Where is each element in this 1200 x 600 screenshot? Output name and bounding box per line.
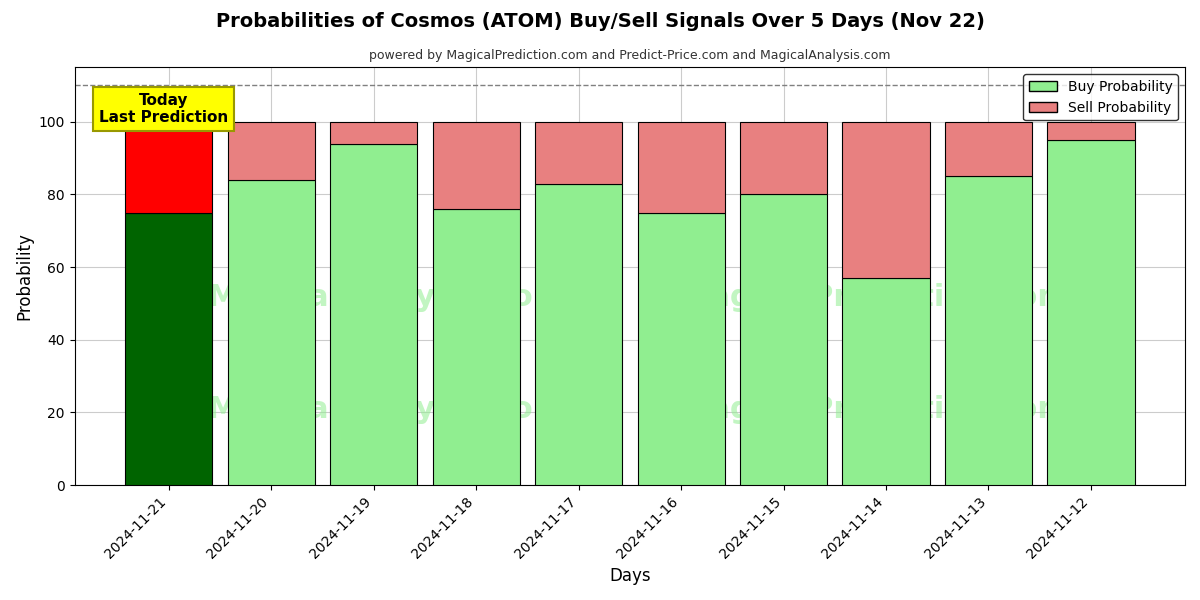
Bar [740,194,827,485]
Bar [228,180,314,485]
Text: MagicalAnalysis.com: MagicalAnalysis.com [206,283,564,311]
Bar [944,122,1032,176]
Bar [842,122,930,278]
Bar [535,122,622,184]
Bar [228,122,314,180]
Bar [125,212,212,485]
Y-axis label: Probability: Probability [16,232,34,320]
Bar [535,184,622,485]
Bar [432,209,520,485]
Legend: Buy Probability, Sell Probability: Buy Probability, Sell Probability [1024,74,1178,121]
Bar [1048,140,1134,485]
Text: Today
Last Prediction: Today Last Prediction [98,93,228,125]
Text: MagicalAnalysis.com: MagicalAnalysis.com [206,395,564,424]
Title: powered by MagicalPrediction.com and Predict-Price.com and MagicalAnalysis.com: powered by MagicalPrediction.com and Pre… [370,49,890,62]
Text: MagicalPrediction.com: MagicalPrediction.com [679,283,1069,311]
Bar [330,143,418,485]
X-axis label: Days: Days [610,567,650,585]
Bar [432,122,520,209]
Bar [330,122,418,143]
Bar [944,176,1032,485]
Bar [125,122,212,212]
Bar [637,122,725,212]
Bar [1048,122,1134,140]
Bar [740,122,827,194]
Bar [637,212,725,485]
Bar [842,278,930,485]
Text: Probabilities of Cosmos (ATOM) Buy/Sell Signals Over 5 Days (Nov 22): Probabilities of Cosmos (ATOM) Buy/Sell … [216,12,984,31]
Text: MagicalPrediction.com: MagicalPrediction.com [679,395,1069,424]
